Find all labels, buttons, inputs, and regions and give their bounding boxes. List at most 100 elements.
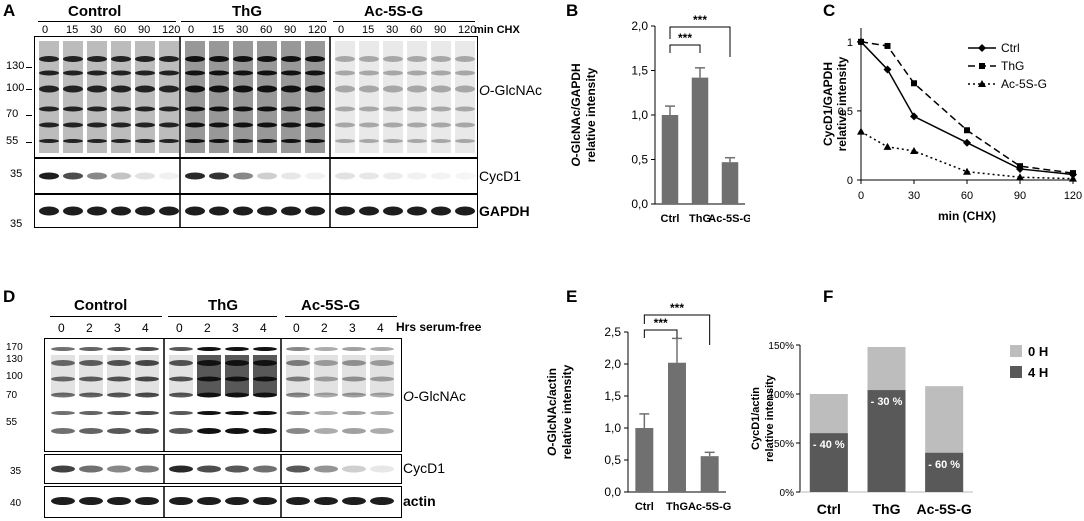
time-point-label: 4	[377, 321, 384, 335]
blot-band	[79, 411, 103, 415]
cycd1-band	[225, 465, 249, 473]
blot-band	[169, 347, 193, 351]
blot-band	[383, 106, 403, 112]
blot-band	[281, 106, 301, 112]
data-point	[884, 42, 891, 49]
data-point	[911, 80, 917, 87]
blot-band	[87, 139, 107, 143]
blot-band	[314, 411, 338, 415]
panel-letter-f: F	[823, 287, 834, 306]
blot-band	[107, 392, 131, 398]
group-underline	[333, 21, 475, 22]
x-tick-label: Ctrl	[635, 501, 654, 513]
actin-band	[169, 497, 193, 505]
blot-band	[455, 139, 475, 143]
chart-c: 0 0,5 1 0 30 60 90 120 min (CHX) CycD1/GAPDH relat…	[821, 28, 1082, 223]
gapdh-band	[305, 206, 325, 216]
x-tick-label: Ac-5S-G	[688, 501, 731, 513]
bar-4h	[867, 390, 906, 492]
cycd1-band	[63, 172, 83, 180]
bar-4h	[925, 452, 964, 492]
actin-band	[51, 497, 75, 505]
gapdh-blot	[34, 194, 478, 228]
time-unit: Hrs serum-free	[396, 320, 482, 334]
time-point-label: 0	[42, 24, 49, 36]
blot-band	[135, 122, 155, 128]
blot-band	[383, 85, 403, 93]
data-point	[1070, 170, 1076, 177]
blot-band	[51, 360, 75, 366]
cycd1-band	[39, 172, 59, 180]
blot-band	[305, 85, 325, 93]
data-point	[963, 138, 971, 147]
blot-band	[407, 122, 427, 128]
blot-band	[305, 70, 325, 76]
y-tick-label: 0	[847, 175, 853, 187]
time-point-label: 2	[204, 321, 211, 335]
time-point-label: 60	[260, 24, 273, 36]
cycd1-band	[359, 172, 379, 180]
group-underline	[168, 316, 277, 317]
blot-band	[407, 56, 427, 62]
actin-band	[370, 497, 394, 505]
mw-marker: 70	[6, 108, 19, 120]
time-point-label: 30	[386, 24, 399, 36]
blot-band	[79, 376, 103, 382]
x-tick-label: Ac-5S-G	[708, 213, 750, 225]
group-label-control: Control	[74, 297, 128, 314]
blot-band	[359, 139, 379, 143]
blot-band	[159, 56, 179, 62]
blot-band	[63, 70, 83, 76]
blot-band	[407, 106, 427, 112]
blot-band	[63, 139, 83, 143]
blot-band	[233, 56, 253, 62]
blot-band	[370, 392, 394, 398]
blot-band	[281, 139, 301, 143]
mw-marker: 130	[6, 354, 23, 365]
y-tick-label: 100%	[768, 390, 794, 401]
blot-band	[455, 85, 475, 93]
gapdh-band	[111, 206, 131, 216]
blot-band	[225, 428, 249, 434]
blot-band	[197, 428, 221, 434]
blot-band	[135, 376, 159, 382]
blot-band	[233, 106, 253, 112]
data-point	[883, 142, 892, 150]
mw-marker: 70	[6, 390, 18, 401]
blot-band	[135, 106, 155, 112]
mw-tick	[26, 142, 32, 143]
time-point-label: 0	[176, 321, 183, 335]
blot-band	[87, 122, 107, 128]
gapdh-band	[257, 206, 277, 216]
significance-label: ***	[678, 31, 692, 45]
bar	[721, 162, 739, 204]
blot-band	[209, 122, 229, 128]
mw-marker: 40	[10, 498, 22, 509]
blot-band	[169, 360, 193, 366]
blot-band	[233, 139, 253, 143]
time-point-label: 0	[58, 321, 65, 335]
blot-band	[209, 70, 229, 76]
actin-band	[225, 497, 249, 505]
cycd1-band	[209, 172, 229, 180]
legend-label: ThG	[1001, 59, 1024, 73]
blot-band	[63, 56, 83, 62]
blot-lane-smear	[135, 355, 159, 395]
bar	[635, 428, 654, 492]
series-line	[860, 130, 1074, 180]
blot-band	[63, 85, 83, 93]
y-axis-label-main: -GlcNAc/GAPDH	[569, 63, 583, 157]
blot-lane-smear	[455, 41, 475, 153]
mw-tick	[26, 67, 32, 68]
blot-band	[39, 56, 59, 62]
time-point-label: 3	[114, 321, 121, 335]
blot-band	[87, 56, 107, 62]
group-label-ac5sg: Ac-5S-G	[301, 297, 361, 314]
blot-band	[79, 392, 103, 398]
blot-band	[383, 70, 403, 76]
cycd1-band	[135, 172, 155, 180]
blot-band	[335, 85, 355, 93]
y-axis-label-sub: relative intensity	[764, 374, 776, 462]
blot-band	[257, 56, 277, 62]
blot-lane-smear	[383, 41, 403, 153]
